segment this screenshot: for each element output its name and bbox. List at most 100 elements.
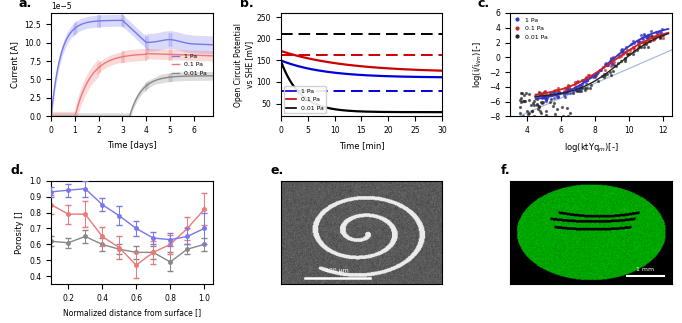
Point [636,39,647,44]
Point [639,32,650,37]
Point [591,71,602,77]
Point [523,91,534,96]
Point [595,67,606,72]
Point [546,96,557,101]
Point [636,32,647,37]
Point [602,63,612,68]
Point [589,73,599,78]
Point [574,87,584,92]
Point [655,34,666,39]
Point [561,86,572,91]
Point [527,100,538,106]
Legend: 1 Pa, 0.1 Pa, 0.01 Pa: 1 Pa, 0.1 Pa, 0.01 Pa [514,16,548,41]
Point [590,74,601,79]
Point [604,60,614,65]
Point [526,102,537,107]
Point [625,47,636,53]
Point [645,29,656,34]
Point [599,62,610,67]
Point [552,88,563,93]
Legend: 1 Pa, 0.1 Pa, 0.01 Pa: 1 Pa, 0.1 Pa, 0.01 Pa [284,86,326,113]
Point [584,72,595,78]
Point [539,95,550,100]
Point [515,98,526,103]
Point [636,35,647,40]
Point [544,93,554,98]
Point [532,102,543,107]
Point [634,39,644,44]
Point [578,78,589,84]
Point [625,41,636,46]
Point [548,89,559,95]
Point [598,71,609,76]
Point [586,83,597,88]
Point [572,80,582,85]
Point [602,62,613,68]
Text: a.: a. [19,0,32,10]
Point [549,89,560,94]
Point [580,88,591,93]
Point [601,63,612,68]
Point [644,38,655,44]
Point [632,38,643,43]
Point [608,68,619,73]
Point [559,94,570,99]
Point [539,90,550,95]
Point [649,36,659,42]
Point [552,94,563,99]
Point [645,33,656,38]
Point [609,59,620,65]
Point [523,111,534,116]
Point [632,41,643,46]
Point [516,95,527,100]
Point [540,93,551,98]
Point [537,93,548,98]
Point [563,114,574,119]
Point [579,85,590,90]
Point [515,110,526,115]
Point [522,108,533,113]
Y-axis label: log(i/i$_{lim}$)[-]: log(i/i$_{lim}$)[-] [471,41,484,88]
Point [554,90,565,96]
X-axis label: Normalized distance from surface []: Normalized distance from surface [] [63,308,201,318]
X-axis label: Time [min]: Time [min] [339,141,384,150]
Point [561,86,572,91]
Point [627,44,638,49]
Point [530,94,541,99]
Point [570,87,581,92]
Point [649,33,660,38]
Point [575,83,586,88]
Point [517,113,528,119]
X-axis label: Time [days]: Time [days] [107,141,157,150]
Text: 1 mm: 1 mm [636,267,654,272]
Point [529,103,539,108]
Point [657,35,668,40]
Point [563,86,574,91]
Point [604,58,615,63]
Point [657,33,668,38]
Point [602,71,612,77]
Point [541,94,552,99]
Point [557,104,567,109]
Point [642,34,653,39]
Point [592,71,603,76]
Y-axis label: Porosity []: Porosity [] [15,211,24,254]
Point [622,47,633,53]
Point [514,104,525,109]
Point [634,44,645,49]
Point [580,77,591,82]
Point [605,70,616,75]
Point [533,94,544,99]
Point [519,93,530,98]
Point [655,33,666,38]
Point [628,48,639,54]
Point [638,31,649,36]
Point [554,89,565,95]
Point [575,86,586,91]
Point [633,38,644,43]
Point [608,63,619,68]
Point [634,42,645,47]
Text: f.: f. [501,164,510,177]
Point [575,88,586,93]
Point [641,35,652,40]
